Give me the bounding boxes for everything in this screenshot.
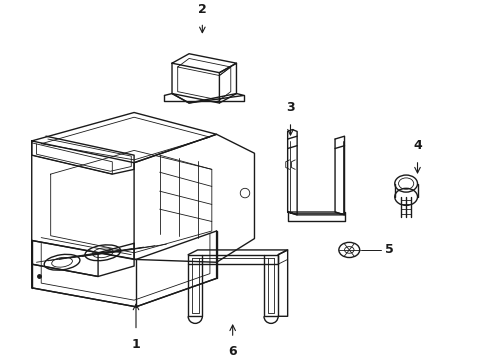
Text: 6: 6 xyxy=(228,345,237,358)
Text: 5: 5 xyxy=(385,243,394,256)
Text: 1: 1 xyxy=(132,338,140,351)
Text: 2: 2 xyxy=(198,3,207,16)
Text: 3: 3 xyxy=(286,102,295,114)
Text: 4: 4 xyxy=(413,139,422,152)
